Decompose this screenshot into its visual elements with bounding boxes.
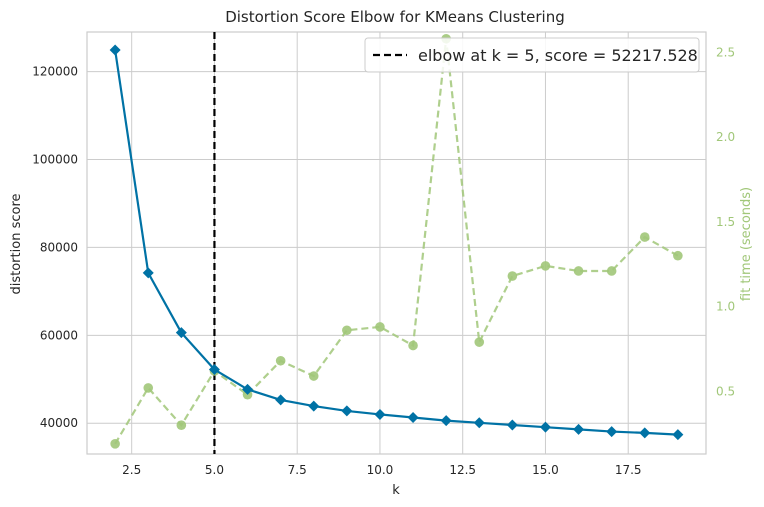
distortion-point: [539, 421, 551, 433]
fit-time-point: [639, 232, 650, 242]
y-tick-label: 100000: [32, 152, 78, 166]
y-axis-title: distortion score: [9, 194, 24, 295]
y2-axis-title: fit time (seconds): [739, 187, 754, 301]
y2-tick-label: 2.5: [716, 45, 735, 59]
y-tick-label: 120000: [32, 65, 78, 79]
legend-elbow-label: elbow at k = 5, score = 52217.528: [418, 46, 698, 65]
fit-time-point: [540, 261, 551, 271]
distortion-point: [109, 44, 121, 56]
x-tick-label: 10.0: [367, 463, 394, 477]
distortion-line: [114, 49, 678, 436]
fit-time-point: [573, 266, 584, 276]
fit-time-point: [342, 325, 352, 336]
fit-time-point: [474, 337, 485, 347]
y2-tick-label: 0.5: [716, 384, 735, 398]
distortion-point: [175, 327, 187, 339]
distortion-point: [672, 429, 684, 441]
fit-time-point: [176, 420, 187, 430]
legend: elbow at k = 5, score = 52217.528: [364, 37, 700, 73]
distortion-point: [374, 408, 386, 420]
distortion-point: [440, 415, 452, 427]
fit-time-point: [275, 355, 286, 366]
x-tick-label: 5.0: [205, 463, 224, 477]
chart-title: Distortion Score Elbow for KMeans Cluste…: [225, 8, 565, 26]
distortion-point: [573, 423, 585, 435]
x-tick-label: 2.5: [122, 463, 141, 477]
distortion-point: [473, 417, 485, 429]
distortion-point: [242, 383, 254, 395]
fit-time-point: [375, 322, 385, 332]
distortion-point: [341, 405, 353, 417]
x-tick-label: 17.5: [615, 463, 642, 477]
y-tick-label: 40000: [40, 416, 78, 430]
distortion-point: [606, 426, 618, 438]
fit-time-point: [308, 371, 319, 381]
fit-time-point: [408, 340, 418, 351]
distortion-point: [275, 394, 287, 406]
distortion-point: [407, 412, 419, 424]
y-tick-label: 60000: [40, 328, 78, 342]
x-tick-label: 15.0: [532, 463, 559, 477]
x-tick-label: 12.5: [449, 463, 476, 477]
y2-tick-label: 1.0: [716, 300, 735, 314]
plot-area: [87, 32, 706, 454]
distortion-series: [109, 44, 684, 441]
fit-time-point: [143, 383, 154, 393]
distortion-point: [142, 267, 154, 279]
y2-tick-label: 2.0: [716, 130, 735, 144]
fit-time-point: [110, 439, 120, 449]
fit-time-series: [110, 33, 683, 449]
y-tick-label: 80000: [40, 240, 78, 254]
legend-box: [364, 37, 700, 73]
distortion-point: [308, 400, 320, 412]
distortion-point: [639, 427, 651, 439]
distortion-point: [208, 364, 220, 376]
fit-time-line: [114, 38, 679, 445]
distortion-point: [506, 419, 518, 431]
fit-time-point: [606, 266, 617, 276]
x-axis-title: k: [392, 483, 400, 498]
y2-axis-ticks: 0.5 1.0 1.5 2.0 2.5: [716, 45, 735, 398]
y2-tick-label: 1.5: [716, 215, 735, 229]
y-axis-ticks: 40000 60000 80000 100000 120000: [32, 65, 78, 431]
fit-time-point: [507, 271, 518, 281]
fit-time-point: [673, 250, 683, 261]
x-tick-label: 7.5: [288, 463, 307, 477]
x-axis-ticks: 2.5 5.0 7.5 10.0 12.5 15.0 17.5: [122, 463, 641, 477]
plot-border: [86, 31, 707, 455]
plot-frame: [86, 31, 707, 455]
